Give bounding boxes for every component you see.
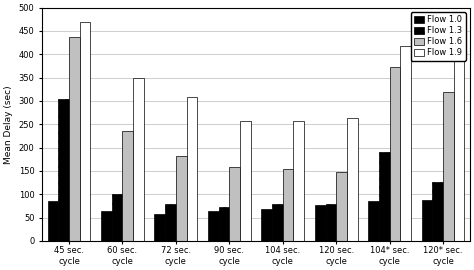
Bar xyxy=(101,211,112,241)
Bar xyxy=(80,22,91,241)
Bar xyxy=(283,168,293,241)
Bar xyxy=(229,167,240,241)
Bar xyxy=(293,120,304,241)
Legend: Flow 1.0, Flow 1.3, Flow 1.6, Flow 1.9: Flow 1.0, Flow 1.3, Flow 1.6, Flow 1.9 xyxy=(410,12,465,61)
Bar xyxy=(112,194,122,241)
Bar xyxy=(219,207,229,241)
Y-axis label: Mean Delay (sec): Mean Delay (sec) xyxy=(4,85,13,164)
Bar xyxy=(187,97,197,241)
Bar xyxy=(261,209,272,241)
Bar xyxy=(69,36,80,241)
Bar xyxy=(401,46,411,241)
Bar xyxy=(347,118,357,241)
Bar xyxy=(422,200,432,241)
Bar xyxy=(47,201,58,241)
Bar xyxy=(58,99,69,241)
Bar xyxy=(240,120,251,241)
Bar xyxy=(390,67,401,241)
Bar xyxy=(326,204,336,241)
Bar xyxy=(208,211,219,241)
Bar xyxy=(315,205,326,241)
Bar xyxy=(176,156,187,241)
Bar xyxy=(454,50,465,241)
Bar xyxy=(379,152,390,241)
Bar xyxy=(155,214,165,241)
Bar xyxy=(122,131,133,241)
Bar xyxy=(368,201,379,241)
Bar xyxy=(443,92,454,241)
Bar xyxy=(432,182,443,241)
Bar xyxy=(165,204,176,241)
Bar xyxy=(336,172,347,241)
Bar xyxy=(272,204,283,241)
Bar xyxy=(133,78,144,241)
